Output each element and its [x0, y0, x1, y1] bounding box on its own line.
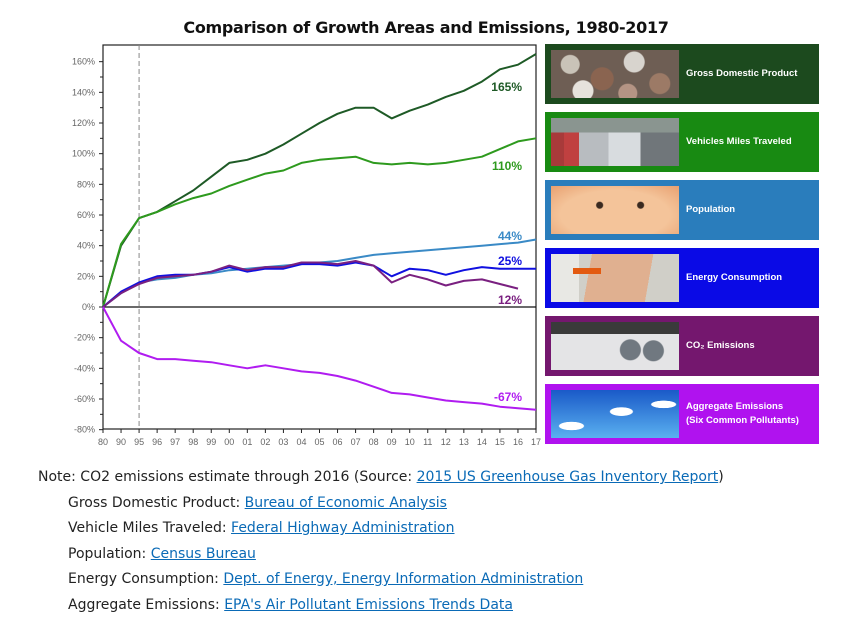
series-end-label: 44%	[498, 229, 522, 243]
y-tick-label: -60%	[74, 394, 95, 404]
x-tick-label: 12	[441, 437, 451, 447]
y-tick-label: 80%	[77, 179, 95, 189]
ghg-inventory-link[interactable]: 2015 US Greenhouse Gas Inventory Report	[416, 469, 719, 485]
x-tick-label: 10	[405, 437, 415, 447]
x-tick-label: 00	[224, 437, 234, 447]
x-tick-label: 09	[387, 437, 397, 447]
series-line-4	[102, 260, 519, 308]
legend-label: Population	[686, 204, 736, 215]
series-end-label: 110%	[492, 159, 522, 173]
x-tick-label: 98	[188, 437, 198, 447]
x-tick-label: 17	[531, 437, 541, 447]
bea-link[interactable]: Bureau of Economic Analysis	[244, 494, 447, 511]
fhwa-link[interactable]: Federal Highway Administration	[231, 520, 455, 536]
legend-item-gdp: Gross Domestic Product	[545, 44, 819, 104]
eia-link[interactable]: Dept. of Energy, Energy Information Admi…	[223, 571, 584, 587]
x-tick-label: 16	[513, 437, 523, 447]
plot-frame	[102, 44, 537, 430]
series-line-1	[102, 137, 537, 308]
x-tick-label: 08	[369, 437, 379, 447]
source-notes: Note: CO2 emissions estimate through 201…	[38, 466, 724, 619]
x-tick-label: 06	[333, 437, 343, 447]
y-tick-label: 0%	[82, 302, 95, 312]
legend-item-population: Population	[545, 180, 819, 240]
x-tick-label: 99	[206, 437, 216, 447]
plug-image	[551, 254, 679, 302]
note-text: Note: CO2 emissions estimate through 201…	[38, 469, 417, 485]
series-end-label: 12%	[498, 293, 522, 307]
legend-label: CO₂ Emissions	[686, 340, 755, 351]
smokestacks-image	[551, 390, 679, 438]
y-tick-label: -40%	[74, 363, 95, 373]
series-line-2	[102, 238, 537, 308]
x-tick-label: 15	[495, 437, 505, 447]
series-line-3	[102, 261, 536, 308]
y-tick-label: 160%	[72, 57, 95, 67]
x-tick-label: 96	[152, 437, 162, 447]
legend-item-co2: CO₂ Emissions	[545, 316, 819, 376]
baby-image	[551, 186, 679, 234]
source-label: Vehicle Miles Traveled:	[68, 520, 232, 536]
x-tick-label: 01	[242, 437, 252, 447]
x-tick-label: 02	[260, 437, 270, 447]
chart-end-labels: 165% 110% 44% 25% 12% -67%	[491, 80, 522, 404]
legend-label: Aggregate Emissions (Six Common Pollutan…	[686, 400, 799, 428]
x-tick-label: 04	[296, 437, 306, 447]
y-tick-label: 140%	[72, 87, 95, 97]
x-tick-label: 07	[351, 437, 361, 447]
note-suffix: )	[718, 469, 724, 485]
x-tick-label: 03	[278, 437, 288, 447]
x-tick-label: 80	[98, 437, 108, 447]
source-row-vmt: Vehicle Miles Traveled: Federal Highway …	[38, 517, 724, 543]
legend-label: Energy Consumption	[686, 272, 783, 283]
x-tick-label: 14	[477, 437, 487, 447]
series-end-label: -67%	[494, 390, 522, 404]
source-row-energy: Energy Consumption: Dept. of Energy, Ene…	[38, 568, 724, 594]
series-line-5	[102, 306, 537, 411]
series-line-0	[102, 53, 537, 308]
y-tick-label: 60%	[77, 210, 95, 220]
legend-label-line1: Aggregate Emissions	[686, 401, 784, 412]
legend-label: Gross Domestic Product	[686, 68, 798, 79]
x-tick-label: 90	[116, 437, 126, 447]
source-row-population: Population: Census Bureau	[38, 543, 724, 569]
source-label: Aggregate Emissions:	[68, 596, 225, 613]
y-tick-label: -20%	[74, 333, 95, 343]
chart-title: Comparison of Growth Areas and Emissions…	[183, 18, 669, 37]
series-end-label: 25%	[498, 254, 522, 268]
y-tick-label: 120%	[72, 118, 95, 128]
note-row: Note: CO2 emissions estimate through 201…	[38, 466, 724, 492]
legend-item-energy: Energy Consumption	[545, 248, 819, 308]
y-tick-label: 100%	[72, 149, 95, 159]
exhaust-image	[551, 322, 679, 370]
x-tick-label: 95	[134, 437, 144, 447]
x-tick-label: 97	[170, 437, 180, 447]
source-row-gdp: Gross Domestic Product: Bureau of Econom…	[38, 492, 724, 518]
epa-trends-link[interactable]: EPA's Air Pollutant Emissions Trends Dat…	[224, 596, 513, 613]
legend-item-aggregate: Aggregate Emissions (Six Common Pollutan…	[545, 384, 819, 444]
legend-label-line2: (Six Common Pollutants)	[686, 415, 799, 426]
x-tick-label: 05	[314, 437, 324, 447]
line-chart: -80% -60% -40% -20% 0% 20% 40% 60% 80% 100% 120% 14…	[72, 44, 541, 447]
traffic-image	[551, 118, 679, 166]
legend-item-vmt: Vehicles Miles Traveled	[545, 112, 819, 172]
legend-label: Vehicles Miles Traveled	[686, 136, 792, 147]
y-tick-label: 40%	[77, 241, 95, 251]
census-link[interactable]: Census Bureau	[150, 545, 256, 562]
chart-axes: -80% -60% -40% -20% 0% 20% 40% 60% 80% 100% 120% 14…	[72, 44, 541, 447]
chart-lines	[102, 53, 537, 411]
y-tick-label: 20%	[77, 271, 95, 281]
coins-image	[551, 50, 679, 98]
legend: Gross Domestic Product Vehicles Miles Tr…	[545, 44, 819, 444]
series-end-label: 165%	[491, 80, 522, 94]
source-label: Population:	[68, 545, 151, 562]
y-tick-label: -80%	[74, 425, 95, 435]
x-tick-label: 13	[459, 437, 469, 447]
source-label: Gross Domestic Product:	[68, 494, 245, 511]
source-label: Energy Consumption:	[68, 571, 224, 587]
source-row-aggregate: Aggregate Emissions: EPA's Air Pollutant…	[38, 594, 724, 620]
x-tick-label: 11	[423, 437, 432, 447]
